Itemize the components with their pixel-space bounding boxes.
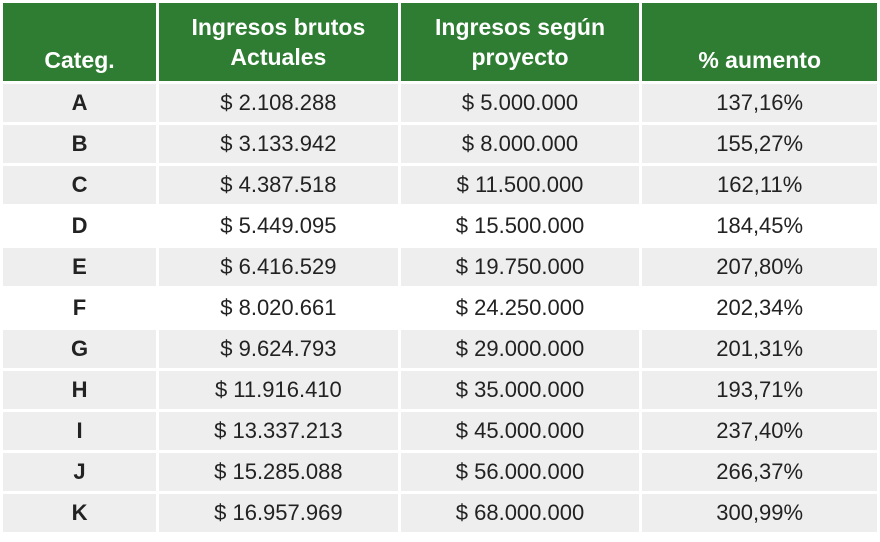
cell-categ: A: [3, 84, 157, 122]
header-actual-line2: Actuales: [230, 44, 327, 70]
table-row: F $ 8.020.661 $ 24.250.000 202,34%: [3, 289, 877, 327]
cell-actual: $ 13.337.213: [159, 412, 398, 450]
cell-project: $ 24.250.000: [400, 289, 640, 327]
cell-categ: F: [3, 289, 157, 327]
cell-increase: 193,71%: [642, 371, 877, 409]
header-actual-line1: Ingresos brutos: [191, 14, 366, 40]
cell-increase: 162,11%: [642, 166, 877, 204]
table-row: A $ 2.108.288 $ 5.000.000 137,16%: [3, 84, 877, 122]
header-project-line1: Ingresos según: [435, 14, 605, 40]
table-row: E $ 6.416.529 $ 19.750.000 207,80%: [3, 248, 877, 286]
cell-project: $ 68.000.000: [400, 494, 640, 532]
header-project-line2: proyecto: [471, 44, 569, 70]
cell-increase: 137,16%: [642, 84, 877, 122]
cell-actual: $ 3.133.942: [159, 125, 398, 163]
header-increase-label: % aumento: [698, 47, 821, 73]
table-row: B $ 3.133.942 $ 8.000.000 155,27%: [3, 125, 877, 163]
cell-project: $ 11.500.000: [400, 166, 640, 204]
cell-actual: $ 8.020.661: [159, 289, 398, 327]
table-row: G $ 9.624.793 $ 29.000.000 201,31%: [3, 330, 877, 368]
cell-categ: C: [3, 166, 157, 204]
header-categ-label: Categ.: [44, 47, 115, 73]
cell-actual: $ 6.416.529: [159, 248, 398, 286]
table-row: C $ 4.387.518 $ 11.500.000 162,11%: [3, 166, 877, 204]
cell-increase: 202,34%: [642, 289, 877, 327]
table-row: K $ 16.957.969 $ 68.000.000 300,99%: [3, 494, 877, 532]
header-projected-income: Ingresos según proyecto: [400, 3, 640, 81]
cell-categ: J: [3, 453, 157, 491]
cell-project: $ 29.000.000: [400, 330, 640, 368]
cell-project: $ 45.000.000: [400, 412, 640, 450]
cell-project: $ 5.000.000: [400, 84, 640, 122]
header-actual-income: Ingresos brutos Actuales: [159, 3, 398, 81]
cell-actual: $ 11.916.410: [159, 371, 398, 409]
cell-categ: B: [3, 125, 157, 163]
cell-project: $ 35.000.000: [400, 371, 640, 409]
cell-actual: $ 15.285.088: [159, 453, 398, 491]
header-increase: % aumento: [642, 3, 877, 81]
cell-actual: $ 5.449.095: [159, 207, 398, 245]
table-row: J $ 15.285.088 $ 56.000.000 266,37%: [3, 453, 877, 491]
cell-project: $ 19.750.000: [400, 248, 640, 286]
table-row: D $ 5.449.095 $ 15.500.000 184,45%: [3, 207, 877, 245]
cell-increase: 300,99%: [642, 494, 877, 532]
cell-increase: 184,45%: [642, 207, 877, 245]
cell-project: $ 56.000.000: [400, 453, 640, 491]
header-row: Categ. Ingresos brutos Actuales Ingresos…: [3, 3, 877, 81]
cell-categ: G: [3, 330, 157, 368]
cell-increase: 201,31%: [642, 330, 877, 368]
cell-increase: 207,80%: [642, 248, 877, 286]
table-row: H $ 11.916.410 $ 35.000.000 193,71%: [3, 371, 877, 409]
cell-categ: I: [3, 412, 157, 450]
cell-categ: D: [3, 207, 157, 245]
cell-increase: 155,27%: [642, 125, 877, 163]
cell-project: $ 15.500.000: [400, 207, 640, 245]
cell-actual: $ 4.387.518: [159, 166, 398, 204]
cell-increase: 237,40%: [642, 412, 877, 450]
cell-categ: E: [3, 248, 157, 286]
cell-actual: $ 9.624.793: [159, 330, 398, 368]
cell-actual: $ 16.957.969: [159, 494, 398, 532]
cell-project: $ 8.000.000: [400, 125, 640, 163]
header-categ: Categ.: [3, 3, 157, 81]
cell-categ: K: [3, 494, 157, 532]
cell-actual: $ 2.108.288: [159, 84, 398, 122]
cell-increase: 266,37%: [642, 453, 877, 491]
table-row: I $ 13.337.213 $ 45.000.000 237,40%: [3, 412, 877, 450]
cell-categ: H: [3, 371, 157, 409]
